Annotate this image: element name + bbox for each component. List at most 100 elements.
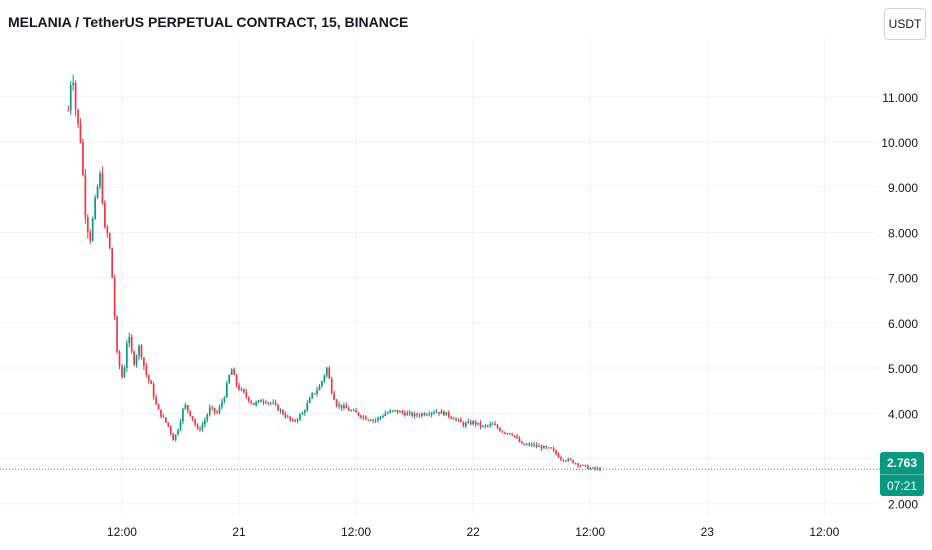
- candle-body: [250, 401, 253, 403]
- candle-body: [140, 345, 143, 358]
- candle-body: [316, 390, 318, 394]
- candle-body: [360, 415, 362, 418]
- candle-body: [382, 416, 384, 418]
- candle-body: [443, 411, 445, 416]
- candle-body: [567, 458, 570, 461]
- candle-body: [284, 414, 287, 417]
- candle-body: [582, 464, 584, 466]
- candle-body: [369, 419, 372, 421]
- candle-body: [591, 467, 594, 469]
- candle-body: [267, 402, 270, 404]
- candle-body: [155, 397, 157, 405]
- candle-body: [306, 403, 309, 411]
- candle-body: [216, 411, 218, 413]
- candle-body: [445, 412, 448, 416]
- candle-body: [489, 424, 492, 426]
- candle-body: [235, 374, 238, 386]
- candle-body: [425, 414, 428, 416]
- candle-body: [423, 413, 426, 416]
- x-tick-label: 21: [232, 525, 246, 539]
- candle-body: [262, 401, 265, 403]
- candle-body: [201, 424, 204, 430]
- candle-body: [296, 419, 299, 421]
- candle-body: [189, 410, 192, 417]
- candle-body: [157, 404, 160, 410]
- candle-body: [172, 433, 175, 441]
- grid: [0, 38, 878, 515]
- price-axis[interactable]: 2.0003.0004.0005.0006.0007.0008.0009.000…: [881, 91, 918, 512]
- x-tick-label: 12:00: [107, 525, 137, 539]
- candle-body: [421, 413, 423, 416]
- candle-body: [343, 405, 345, 408]
- candle-body: [418, 415, 421, 417]
- candle-body: [508, 433, 511, 435]
- y-tick-label: 5.000: [888, 362, 918, 376]
- currency-button[interactable]: USDT: [884, 8, 926, 40]
- candle-body: [213, 407, 216, 412]
- candle-body: [72, 82, 75, 86]
- candle-body: [330, 378, 333, 394]
- candle-body: [272, 402, 275, 404]
- candle-body: [472, 421, 474, 425]
- candle-body: [169, 426, 172, 434]
- candle-body: [104, 202, 106, 228]
- candle-body: [182, 408, 184, 422]
- candle-body: [352, 410, 355, 412]
- candle-body: [211, 407, 214, 409]
- time-axis[interactable]: 12:00 21 12:00 22 12:00 23 12:00: [107, 525, 840, 539]
- candle-body: [162, 416, 165, 418]
- candle-body: [99, 173, 101, 187]
- candle-body: [294, 420, 296, 422]
- candle-body: [543, 446, 545, 449]
- candle-body: [247, 397, 250, 402]
- candle-body: [257, 400, 260, 402]
- candle-body: [408, 412, 411, 414]
- candle-body: [377, 417, 379, 421]
- candle-body: [252, 402, 255, 405]
- candle-body: [577, 463, 579, 466]
- candle-body: [269, 402, 272, 404]
- candle-body: [291, 419, 294, 421]
- candle-body: [374, 419, 377, 421]
- candle-body: [350, 410, 353, 412]
- candle-body: [143, 357, 145, 367]
- candle-body: [243, 389, 245, 393]
- candle-body: [196, 424, 199, 429]
- candle-body: [462, 422, 465, 427]
- candle-body: [394, 409, 396, 411]
- bar-countdown-label: 07:21: [880, 474, 924, 496]
- candle-body: [530, 443, 533, 446]
- candle-body: [86, 217, 89, 233]
- candle-body: [304, 410, 306, 413]
- candle-body: [133, 351, 135, 365]
- candle-body: [391, 410, 394, 412]
- candle-body: [208, 407, 211, 415]
- candle-body: [569, 458, 572, 460]
- candle-body: [335, 399, 338, 407]
- candle-body: [218, 406, 221, 413]
- candle-body: [152, 384, 155, 398]
- chart-title: MELANIA / TetherUS PERPETUAL CONTRACT, 1…: [8, 14, 409, 30]
- candle-body: [225, 383, 228, 398]
- candle-body: [274, 402, 277, 405]
- candle-body: [386, 412, 389, 414]
- candle-body: [177, 429, 179, 435]
- candle-body: [474, 421, 477, 425]
- candle-body: [282, 410, 284, 415]
- candle-body: [401, 411, 404, 413]
- x-tick-label: 12:00: [809, 525, 839, 539]
- candle-body: [135, 356, 138, 365]
- candle-body: [69, 85, 72, 111]
- candle-body: [584, 464, 587, 466]
- candle-body: [94, 197, 96, 219]
- candle-body: [84, 175, 87, 218]
- candle-body: [123, 368, 126, 378]
- candle-body: [233, 369, 235, 375]
- candle-body: [184, 404, 187, 409]
- candle-body: [221, 401, 223, 407]
- candle-body: [572, 459, 574, 464]
- candle-body: [138, 345, 140, 357]
- candle-body: [435, 412, 438, 414]
- candle-body: [289, 416, 292, 420]
